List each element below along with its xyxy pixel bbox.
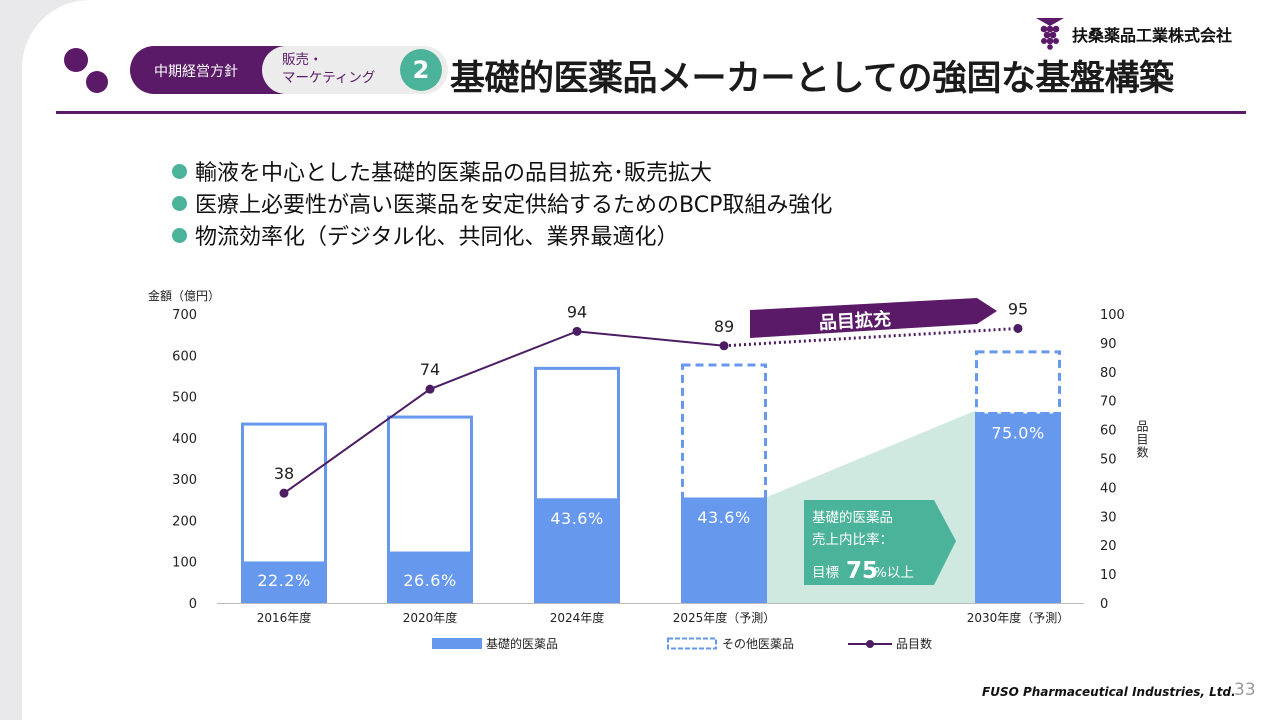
bullet-dot-icon [172, 228, 187, 243]
legend-swatch-marker [866, 640, 874, 648]
callout-suffix: %以上 [874, 565, 914, 581]
page-number: 33 [1234, 680, 1256, 700]
bar-share-label: 22.2% [257, 571, 310, 590]
target-callout [804, 500, 956, 585]
bar-share-label: 75.0% [991, 423, 1044, 442]
x-tick-label: 2020年度 [403, 610, 458, 625]
bullet-text: 物流効率化（デジタル化、共同化、業界最適化） [195, 225, 679, 250]
legend-label: その他医薬品 [722, 637, 794, 651]
bar-share-label: 43.6% [697, 508, 750, 527]
line-point-label: 38 [274, 464, 294, 483]
section-tag-sub-label: 販売・ マーケティング [282, 52, 376, 86]
title-divider [56, 111, 1246, 114]
y-tick-label: 200 [172, 514, 197, 529]
y2-tick-label: 30 [1100, 510, 1117, 525]
bar-base [241, 562, 327, 603]
bar-share-label: 43.6% [550, 509, 603, 528]
section-tag: 中期経営方針 販売・ マーケティング 2 [130, 46, 448, 94]
bar-base-outline [975, 411, 1061, 603]
revenue-chart: 0 100 200 300 400 500 600 700 0 10 20 30 40 50 60 70 80 9… [148, 288, 1149, 651]
bullet-list: 輸液を中心とした基礎的医薬品の品目拡充･販売拡大 医療上必要性が高い医薬品を安定… [172, 155, 832, 251]
line-point [719, 341, 729, 351]
legend-label: 基礎的医薬品 [486, 636, 558, 651]
y2-tick-label: 60 [1100, 424, 1117, 439]
line-point-label: 89 [714, 317, 734, 336]
y2-axis-label: 品目数 [1135, 420, 1149, 459]
line-series-segment [283, 330, 725, 494]
legend-swatch-other [667, 637, 717, 650]
bar-other [387, 415, 473, 555]
section-tag-main-label: 中期経営方針 [154, 64, 238, 80]
company-name: 扶桑薬品工業株式会社 [1072, 26, 1233, 45]
bar-base [975, 413, 1061, 603]
bar-base [681, 498, 767, 603]
y-tick-label: 700 [172, 308, 197, 323]
line-point [1013, 323, 1023, 333]
x-tick-label: 2024年度 [550, 610, 605, 625]
arrow-banner-label: 品目拡充 [818, 308, 891, 334]
bar-base [534, 499, 620, 603]
bullet-dot-icon [172, 164, 187, 179]
callout-line: 売上内比率： [812, 531, 893, 548]
slide: 中期経営方針 販売・ マーケティング 2 基礎的医薬品メーカーとしての強固な基盤… [22, 0, 1280, 720]
bullet-item: 物流効率化（デジタル化、共同化、業界最適化） [172, 219, 832, 251]
bar-other [975, 350, 1061, 415]
y2-tick-label: 10 [1100, 568, 1117, 583]
bullet-item: 医療上必要性が高い医薬品を安定供給するためのBCP取組み強化 [172, 187, 832, 219]
y2-tick-label: 20 [1100, 539, 1117, 554]
legend-label: 品目数 [896, 636, 932, 651]
bar-base-outline [681, 497, 767, 603]
line-point-label: 74 [420, 360, 440, 379]
legend-swatch-base [432, 638, 482, 649]
x-tick-label: 2016年度 [257, 610, 312, 625]
y-tick-label: 0 [189, 597, 197, 612]
y2-tick-label: 50 [1100, 453, 1117, 468]
bullet-text: 医療上必要性が高い医薬品を安定供給するためのBCP取組み強化 [195, 193, 833, 218]
line-point-label: 94 [567, 302, 587, 321]
line-point-label: 95 [1008, 299, 1028, 318]
bar-other [534, 366, 620, 502]
callout-line: 基礎的医薬品 [812, 509, 893, 526]
y-tick-label: 500 [172, 391, 197, 406]
line-point [572, 326, 582, 336]
expansion-arrow-banner [750, 298, 997, 338]
decor-dot [86, 71, 108, 93]
x-tick-label: 2025年度（予測） [673, 610, 776, 625]
y2-tick-label: 90 [1100, 337, 1117, 352]
bar-share-label: 26.6% [403, 571, 456, 590]
grape-logo-icon [1036, 18, 1064, 50]
y2-tick-label: 100 [1100, 308, 1125, 323]
footer-brand: FUSO Pharmaceutical Industries, Ltd. [982, 685, 1236, 699]
bullet-dot-icon [172, 196, 187, 211]
callout-big-number: 75 [846, 558, 878, 584]
y-tick-label: 100 [172, 556, 197, 571]
page-title: 基礎的医薬品メーカーとしての強固な基盤構築 [450, 59, 1174, 99]
line-series-projected-segment [723, 326, 1019, 348]
y2-tick-label: 80 [1100, 366, 1117, 381]
bar-base [387, 553, 473, 603]
y-tick-label: 600 [172, 349, 197, 364]
y-tick-label: 300 [172, 473, 197, 488]
y2-tick-label: 40 [1100, 481, 1117, 496]
bullet-text: 輸液を中心とした基礎的医薬品の品目拡充･販売拡大 [195, 161, 713, 186]
bullet-item: 輸液を中心とした基礎的医薬品の品目拡充･販売拡大 [172, 155, 832, 187]
callout-prefix: 目標 [812, 565, 840, 581]
y2-tick-label: 0 [1100, 597, 1108, 612]
decor-dot [64, 48, 88, 72]
bar-other [681, 363, 767, 501]
line-point [425, 384, 435, 394]
section-number-badge: 2 [400, 49, 442, 91]
y2-tick-label: 70 [1100, 395, 1117, 410]
line-point [279, 488, 289, 498]
y-axis-label: 金額（億円） [148, 288, 220, 303]
x-tick-label: 2030年度（予測） [967, 610, 1070, 625]
y-tick-label: 400 [172, 432, 197, 447]
